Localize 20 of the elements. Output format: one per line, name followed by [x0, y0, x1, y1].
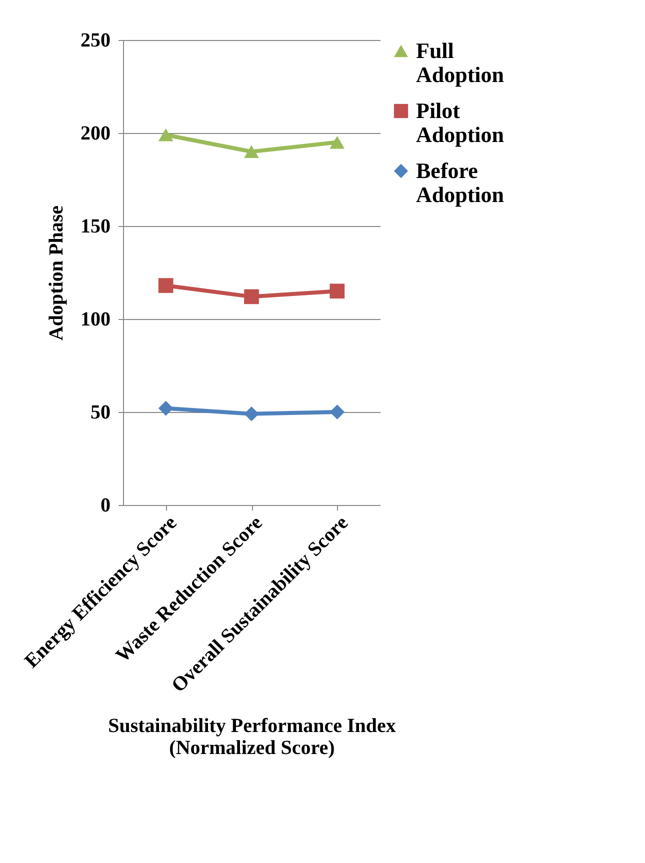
point: [158, 278, 174, 293]
point: [330, 136, 345, 149]
point: [158, 128, 174, 142]
y-tick-label: 0: [100, 494, 110, 516]
y-tick-label: 150: [80, 216, 110, 238]
y-tick-label: 50: [90, 402, 110, 424]
y-tick-label: 200: [80, 122, 110, 144]
y-axis-title: Adoption Phase: [46, 205, 68, 341]
point: [244, 289, 259, 304]
point: [244, 406, 259, 422]
point: [330, 404, 345, 420]
point: [244, 145, 259, 158]
legend-label: Pilot Adoption: [416, 98, 504, 147]
legend-label: Full Adoption: [416, 38, 504, 87]
point: [158, 400, 174, 416]
legend-label: Before Adoption: [416, 158, 504, 207]
point: [330, 284, 345, 299]
y-tick-label: 250: [80, 30, 110, 52]
x-axis-title: Sustainability Performance Index (Normalized Score): [108, 715, 396, 760]
y-tick-label: 100: [80, 308, 110, 330]
